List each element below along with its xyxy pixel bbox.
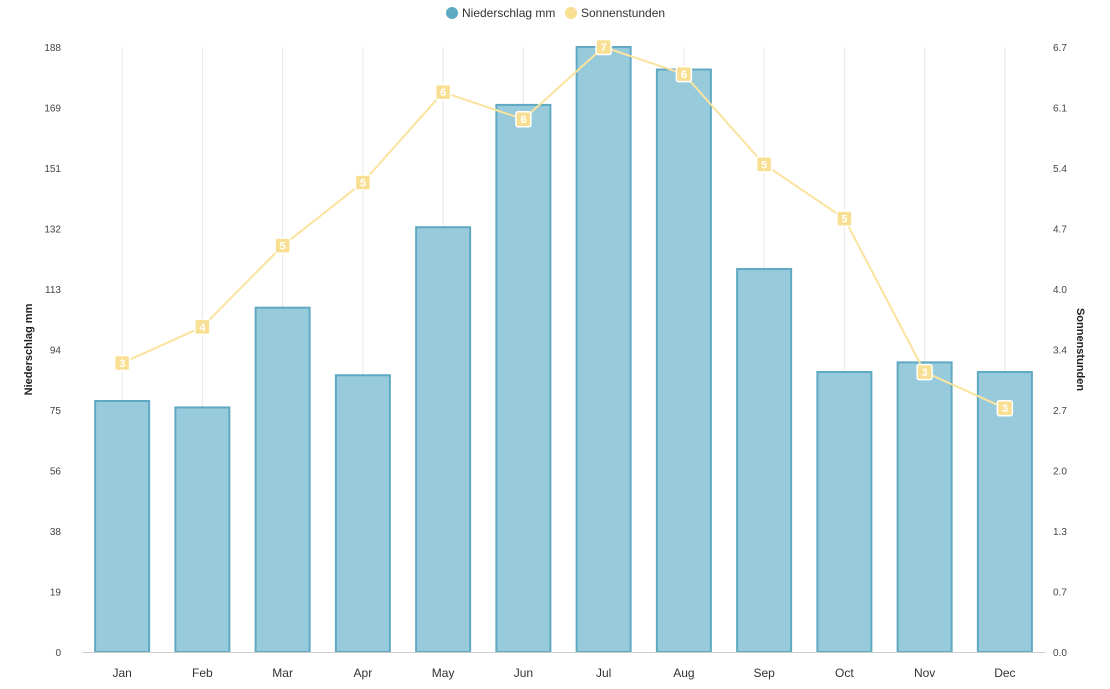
sunshine-point-apr[interactable]: 5 xyxy=(354,174,372,191)
bar-oct[interactable] xyxy=(816,371,873,653)
sunshine-marker xyxy=(515,110,532,128)
sunshine-data-label: 6 xyxy=(681,69,687,81)
y-right-tick-label: 0.0 xyxy=(1053,648,1067,659)
sunshine-point-jun[interactable]: 6 xyxy=(515,110,532,128)
legend: Niederschlag mm Sonnenstunden xyxy=(446,6,665,20)
y-left-tick-label: 169 xyxy=(44,104,61,115)
bar-may[interactable] xyxy=(415,226,472,653)
y-left-tick-label: 188 xyxy=(44,43,61,54)
sunshine-marker xyxy=(274,237,291,254)
bar-mar[interactable] xyxy=(254,306,311,653)
line-series: 3 4 5 5 6 6 7 6 5 5 3 3 xyxy=(113,38,1014,417)
sunshine-marker xyxy=(996,399,1014,417)
sunshine-data-label: 5 xyxy=(761,159,767,171)
sunshine-marker xyxy=(675,65,693,83)
sunshine-data-label: 4 xyxy=(199,322,206,334)
sunshine-point-oct[interactable]: 5 xyxy=(836,210,853,227)
sunshine-marker xyxy=(354,174,372,191)
bar-feb[interactable] xyxy=(174,406,231,653)
x-tick-label-jul: Jul xyxy=(596,666,611,680)
y-left-tick-label: 19 xyxy=(50,588,62,599)
x-tick-label-aug: Aug xyxy=(673,666,694,680)
x-tick-label-nov: Nov xyxy=(914,666,935,680)
sunshine-data-label: 6 xyxy=(440,87,446,99)
bar-jan[interactable] xyxy=(94,399,151,653)
x-tick-label-dec: Dec xyxy=(994,666,1015,680)
x-tick-label-feb: Feb xyxy=(192,666,213,680)
x-tick-label-may: May xyxy=(432,666,455,680)
grid-lines xyxy=(121,47,1006,652)
bar-series xyxy=(94,46,1033,653)
sunshine-marker xyxy=(755,156,773,173)
y-left-tick-label: 113 xyxy=(45,285,61,296)
y-left-tick-label: 75 xyxy=(50,406,62,417)
y-right-tick-label: 4.7 xyxy=(1053,225,1067,236)
sunshine-point-mar[interactable]: 5 xyxy=(274,237,291,254)
bar-dec[interactable] xyxy=(976,371,1033,653)
x-tick-label-jan: Jan xyxy=(112,666,131,680)
sunshine-point-nov[interactable]: 3 xyxy=(916,363,933,381)
sunshine-marker xyxy=(916,363,933,381)
x-tick-label-sep: Sep xyxy=(753,666,775,680)
y-right-tick-label: 5.4 xyxy=(1053,164,1067,175)
legend-item-sonnenstunden[interactable]: Sonnenstunden xyxy=(565,6,665,20)
legend-marker xyxy=(446,7,458,19)
axes: 019385675941131321511691880.00.71.32.02.… xyxy=(23,43,1086,680)
sunshine-data-label: 6 xyxy=(520,114,526,126)
y-left-tick-label: 132 xyxy=(44,225,61,236)
bar-nov[interactable] xyxy=(896,361,953,653)
sunshine-point-dec[interactable]: 3 xyxy=(996,399,1014,417)
legend-item-niederschlag[interactable]: Niederschlag mm xyxy=(446,6,555,20)
sunshine-point-jul[interactable]: 7 xyxy=(595,38,612,56)
y-left-tick-label: 151 xyxy=(44,164,61,175)
legend-marker xyxy=(565,7,577,19)
x-tick-label-apr: Apr xyxy=(354,666,373,680)
sunshine-point-may[interactable]: 6 xyxy=(434,83,452,101)
y-right-tick-label: 1.3 xyxy=(1053,527,1067,538)
sunshine-data-label: 7 xyxy=(601,42,607,54)
y-right-tick-label: 6.7 xyxy=(1053,43,1067,54)
y-right-axis-title: Sonnenstunden xyxy=(1074,308,1086,391)
y-right-tick-label: 2.0 xyxy=(1053,467,1067,478)
sunshine-marker xyxy=(434,83,452,101)
x-tick-label-jun: Jun xyxy=(514,666,533,680)
bar-jul[interactable] xyxy=(575,46,632,653)
bar-jun[interactable] xyxy=(495,103,552,653)
y-left-tick-label: 94 xyxy=(50,346,62,357)
x-tick-label-mar: Mar xyxy=(272,666,293,680)
sunshine-data-label: 3 xyxy=(119,358,125,370)
x-tick-label-oct: Oct xyxy=(835,666,854,680)
sunshine-marker xyxy=(194,318,211,336)
y-right-tick-label: 3.4 xyxy=(1053,346,1067,357)
legend-label: Sonnenstunden xyxy=(581,6,665,20)
bar-apr[interactable] xyxy=(334,374,391,653)
sunshine-point-jan[interactable]: 3 xyxy=(113,354,131,372)
sunshine-data-label: 5 xyxy=(280,241,286,253)
sunshine-line xyxy=(121,45,1006,410)
sunshine-data-label: 5 xyxy=(360,177,366,189)
y-left-axis-title: Niederschlag mm xyxy=(23,303,35,395)
sunshine-point-sep[interactable]: 5 xyxy=(755,156,773,173)
sunshine-marker xyxy=(113,354,131,372)
y-right-tick-label: 2.7 xyxy=(1053,406,1067,417)
legend-label: Niederschlag mm xyxy=(462,6,555,20)
y-right-tick-label: 4.0 xyxy=(1053,285,1067,296)
y-right-tick-label: 0.7 xyxy=(1053,588,1067,599)
y-left-tick-label: 38 xyxy=(50,527,62,538)
sunshine-data-label: 3 xyxy=(922,367,928,379)
bar-aug[interactable] xyxy=(655,68,712,653)
sunshine-data-label: 5 xyxy=(841,214,847,226)
y-left-tick-label: 56 xyxy=(50,467,62,478)
bar-sep[interactable] xyxy=(736,268,793,653)
sunshine-point-feb[interactable]: 4 xyxy=(194,318,211,336)
sunshine-point-aug[interactable]: 6 xyxy=(675,65,693,83)
sunshine-data-label: 3 xyxy=(1002,403,1008,415)
y-right-tick-label: 6.1 xyxy=(1053,104,1067,115)
sunshine-marker xyxy=(836,210,853,227)
y-left-tick-label: 0 xyxy=(55,648,61,659)
sunshine-marker xyxy=(595,38,612,56)
